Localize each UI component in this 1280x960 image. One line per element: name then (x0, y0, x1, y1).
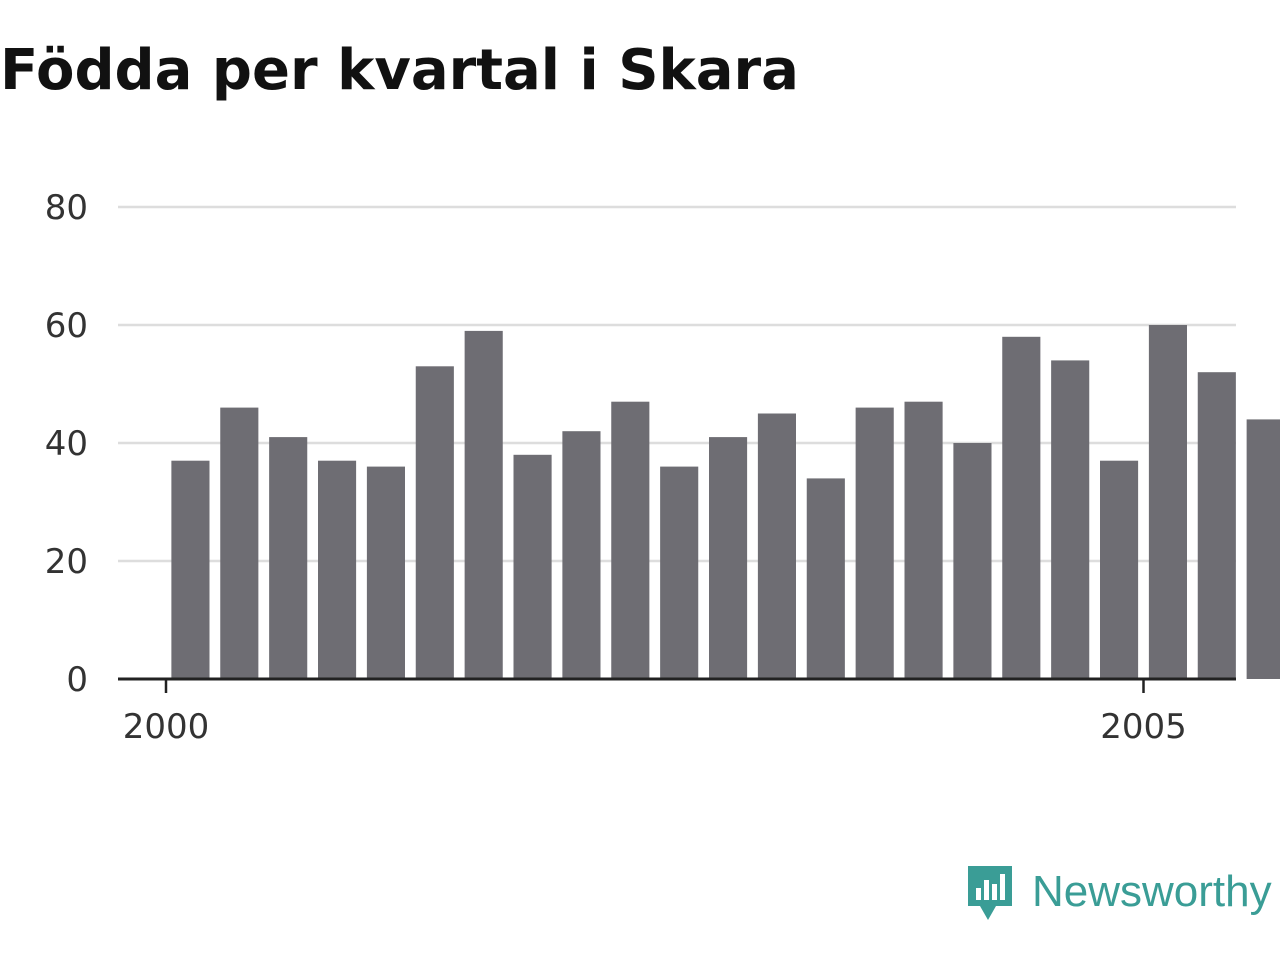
bars (171, 325, 1280, 679)
bar (366, 466, 405, 679)
bar (1100, 460, 1139, 679)
bar (1002, 336, 1041, 679)
bar (904, 401, 943, 679)
bar (806, 478, 845, 679)
bar (1246, 419, 1280, 679)
bar (415, 366, 454, 679)
y-tick-label-60: 60 (45, 306, 88, 346)
bar (953, 443, 992, 679)
bar (269, 437, 308, 679)
bar (171, 460, 210, 679)
y-tick-label-80: 80 (45, 188, 88, 228)
bar (660, 466, 699, 679)
newsworthy-logo-icon (968, 866, 1012, 920)
bar (220, 407, 259, 679)
bar (757, 413, 796, 679)
newsworthy-wordmark: Newsworthy (1032, 867, 1272, 916)
x-axis: 200020052010201520202025 (118, 677, 1236, 747)
bar (464, 330, 503, 679)
bar (1051, 360, 1090, 679)
x-tick-label-2000: 2000 (123, 707, 210, 747)
chart-title: Födda per kvartal i Skara (0, 38, 799, 103)
newsworthy-logo[interactable]: Newsworthy (964, 862, 1272, 922)
y-axis-ticks: 0 20 40 60 80 (45, 188, 88, 700)
y-tick-label-0: 0 (66, 660, 88, 700)
bar (855, 407, 894, 679)
y-tick-label-20: 20 (45, 542, 88, 582)
bar (562, 431, 601, 679)
bar (1197, 372, 1236, 679)
y-tick-label-40: 40 (45, 424, 88, 464)
bar (318, 460, 357, 679)
x-tick-label-2005: 2005 (1100, 707, 1187, 747)
bar (513, 454, 552, 679)
bar (611, 401, 650, 679)
bar (709, 437, 748, 679)
bar (1148, 325, 1187, 679)
